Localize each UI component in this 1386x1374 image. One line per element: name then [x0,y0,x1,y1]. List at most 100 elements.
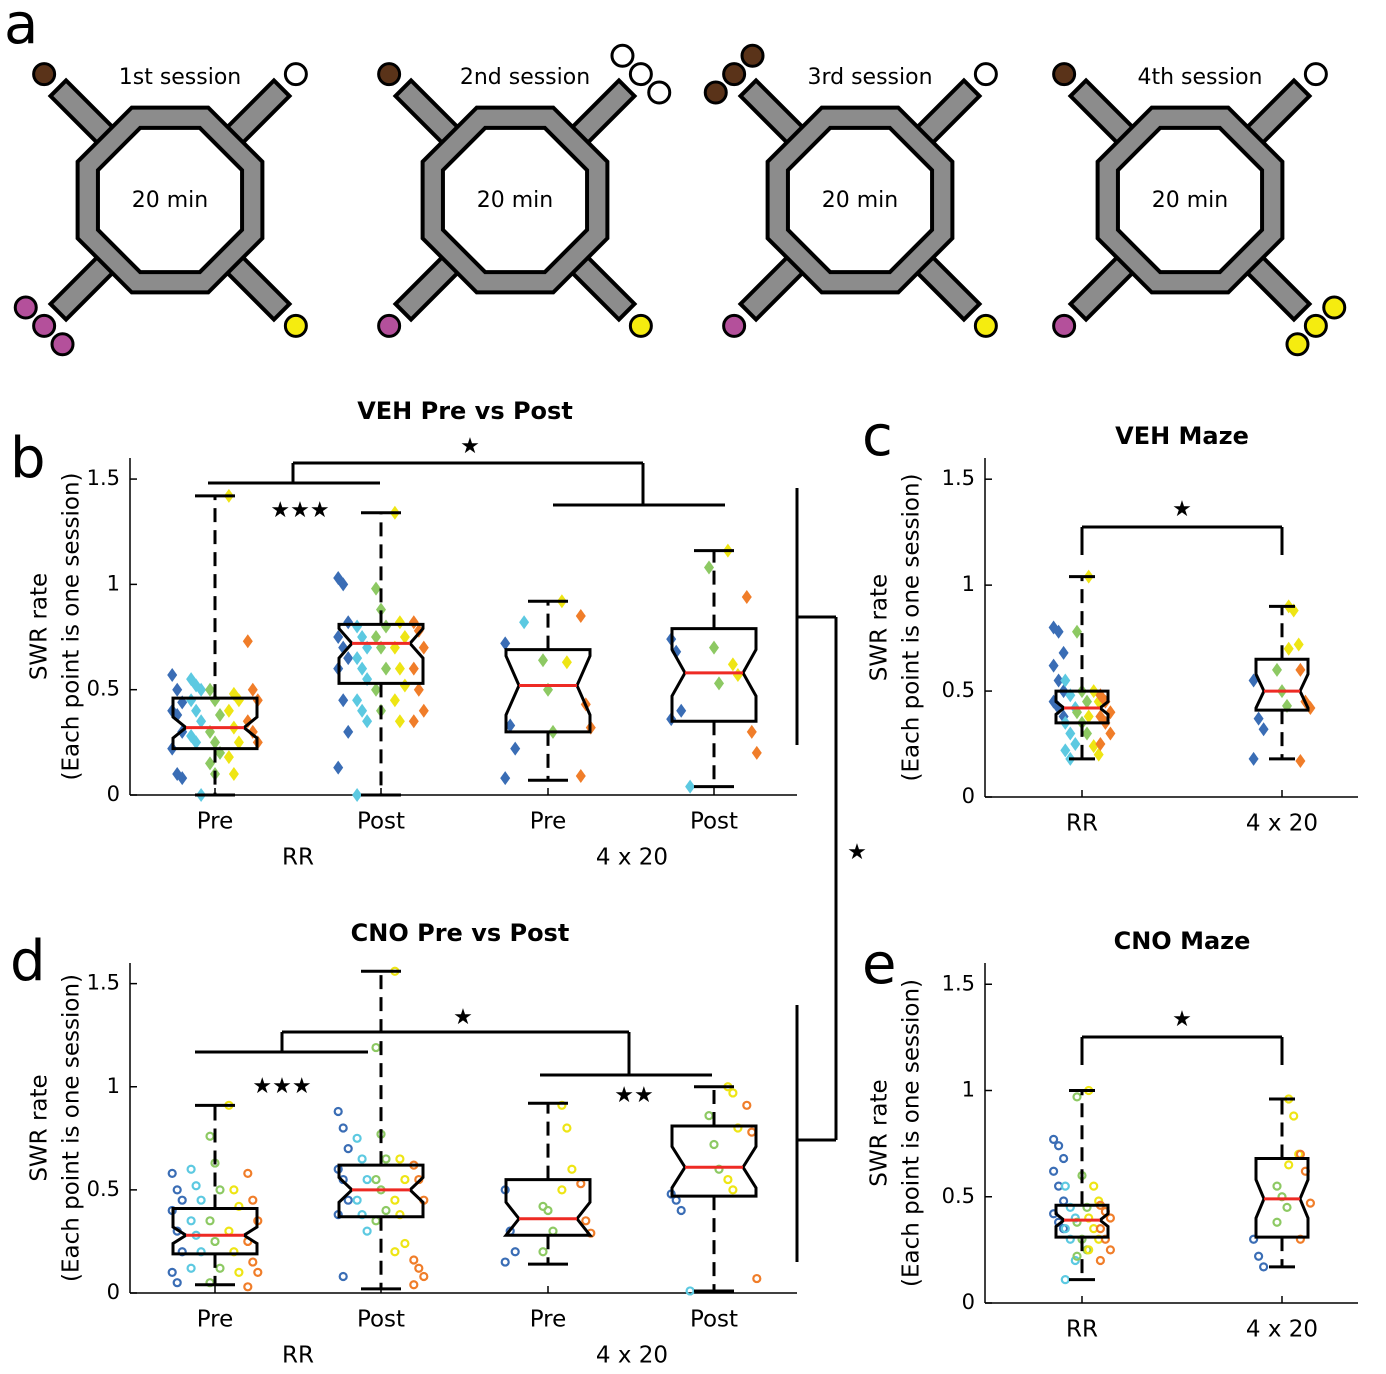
data-point [557,1185,567,1195]
box [337,622,425,685]
significance: ★ [460,434,480,459]
data-point [357,661,368,676]
data-point [352,1195,362,1205]
data-point [196,714,207,729]
x-tick-label: 4 x 20 [1246,1317,1318,1343]
data-point [742,1100,752,1110]
group-label: 4 x 20 [596,845,668,871]
data-point [210,735,220,750]
x-tick-label: Pre [197,809,234,835]
x-tick-label: RR [1066,1317,1098,1343]
significance: ★★★ [252,1074,311,1099]
data-point [581,1216,591,1226]
data-point [685,1286,695,1296]
session-duration: 20 min [477,188,553,213]
data-point [177,771,188,786]
data-point [746,724,757,739]
data-point [333,760,344,775]
data-point [205,682,215,697]
data-point [215,1263,225,1273]
data-point [543,1205,553,1216]
x-tick-label: 4 x 20 [1246,811,1318,837]
session-label: 3rd session [807,65,932,90]
data-point [1272,1181,1282,1191]
data-point [732,667,743,682]
y-tick-label: 1 [107,571,120,595]
y-axis-label: SWR rate [27,1074,53,1181]
data-point [418,703,429,718]
data-point [561,655,572,670]
data-point [191,735,202,750]
y-tick-label: 1 [962,572,975,596]
data-point [381,1205,391,1216]
data-point [575,608,586,623]
data-point [510,741,521,756]
x-tick-label: Pre [197,1307,234,1333]
data-point [371,630,381,645]
data-point [371,581,381,596]
reward-well [703,80,728,105]
y-tick-label: 0.5 [942,1184,975,1208]
y-axis-label: SWR rate [867,1079,893,1186]
reward-well [740,43,765,68]
data-point [371,682,381,697]
y-tick-label: 1.5 [942,466,975,490]
data-point [1048,1166,1059,1176]
data-point [399,630,410,645]
data-point [1070,737,1081,752]
data-point [1083,709,1094,724]
data-point [205,1216,215,1226]
data-point [167,1168,177,1178]
box [171,1206,259,1256]
chart-title: VEH Maze [1115,422,1249,450]
data-point [1058,645,1069,660]
data-point [205,756,215,771]
data-point [419,1271,429,1282]
data-point [338,693,349,708]
y-tick-label: 1 [962,1078,975,1102]
session-duration: 20 min [1152,188,1228,213]
data-point [381,1154,391,1164]
data-point [1295,662,1306,677]
data-point [186,1263,196,1273]
data-point [727,657,738,672]
data-point [567,1164,577,1174]
maze-center [1115,125,1265,275]
reward-well [32,62,57,87]
reward-well [1322,295,1347,320]
y-axis-label: SWR rate [867,574,893,681]
data-point [167,667,178,682]
y-axis-label: (Each point is one session) [59,974,85,1282]
data-point [1095,1255,1106,1266]
maze-center [785,125,935,275]
data-point [751,745,762,760]
data-point [1082,726,1092,741]
chart-title: CNO Pre vs Post [351,919,570,947]
data-point [1272,1217,1282,1227]
y-tick-label: 0.5 [87,1177,120,1201]
box [502,1178,594,1237]
reward-well [32,313,57,338]
box [171,696,259,751]
data-point [248,1257,258,1267]
data-point [413,682,424,697]
data-point [1248,1234,1259,1244]
x-tick-label: Post [357,809,405,835]
session-label: 4th session [1138,65,1263,90]
data-point [1048,1134,1059,1144]
data-point [1072,624,1082,639]
reward-well [628,62,653,87]
y-axis-label: (Each point is one session) [59,472,85,780]
data-point [1105,1213,1116,1223]
data-point [357,703,368,718]
data-point [196,682,207,697]
data-point [409,1255,419,1265]
data-point [357,1154,367,1164]
data-point [1282,1202,1292,1212]
box [1054,1203,1110,1239]
data-point [500,1257,510,1267]
group-label: 4 x 20 [596,1343,668,1369]
significance: ★★★ [270,498,329,523]
data-point [1293,637,1304,652]
data-point [1093,747,1104,762]
